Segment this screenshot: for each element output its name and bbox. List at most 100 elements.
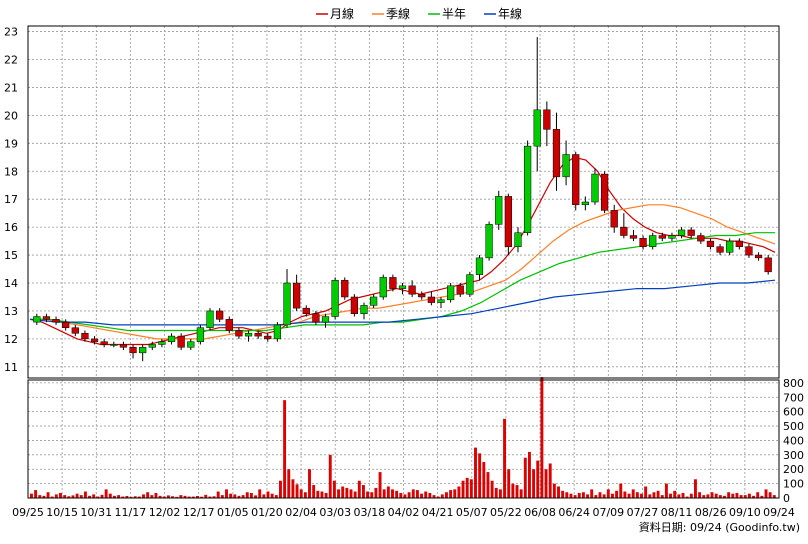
volume-bar bbox=[92, 494, 96, 498]
candle-body bbox=[764, 257, 772, 273]
volume-bar bbox=[349, 489, 353, 498]
date-tick-label: 07/09 bbox=[592, 506, 624, 519]
volume-bar bbox=[511, 483, 515, 498]
volume-bar bbox=[590, 489, 594, 498]
price-tick-label: 15 bbox=[4, 249, 18, 262]
volume-bar bbox=[445, 492, 448, 498]
date-tick-label: 10/15 bbox=[46, 506, 78, 519]
volume-bar bbox=[606, 489, 610, 498]
volume-bar bbox=[378, 472, 382, 498]
volume-tick-label: 400 bbox=[783, 434, 804, 447]
volume-bar bbox=[652, 492, 656, 498]
volume-bar bbox=[312, 485, 316, 498]
volume-bar bbox=[200, 496, 204, 498]
candle-body bbox=[216, 310, 224, 320]
candle-body bbox=[610, 210, 618, 228]
volume-bar bbox=[117, 495, 121, 498]
candle-body bbox=[177, 335, 185, 348]
candle-body bbox=[572, 154, 580, 206]
candle-body bbox=[81, 333, 89, 340]
candle-body bbox=[341, 279, 349, 298]
volume-bar bbox=[287, 469, 291, 498]
candlesticks bbox=[33, 37, 772, 362]
candle-body bbox=[629, 235, 638, 239]
volume-bar bbox=[366, 491, 370, 498]
volume-bar bbox=[436, 496, 440, 498]
candle-body bbox=[591, 173, 599, 203]
candle-body bbox=[408, 285, 416, 295]
candle-body bbox=[398, 285, 407, 289]
candle-body bbox=[110, 344, 118, 346]
volume-bar bbox=[640, 493, 643, 498]
volume-bar bbox=[133, 496, 137, 498]
volume-bar bbox=[270, 493, 274, 498]
date-tick-label: 09/24 bbox=[763, 506, 795, 519]
volume-bar bbox=[573, 495, 577, 498]
candle-body bbox=[485, 224, 493, 259]
volume-bar bbox=[196, 495, 199, 498]
volume-bar bbox=[772, 495, 776, 498]
volume-bars bbox=[30, 377, 776, 498]
volume-bar bbox=[308, 469, 311, 498]
candle-body bbox=[514, 232, 522, 247]
volume-bar bbox=[154, 492, 158, 498]
date-tick-label: 03/18 bbox=[354, 506, 386, 519]
date-tick-label: 05/07 bbox=[456, 506, 488, 519]
volume-bar bbox=[137, 496, 141, 498]
volume-bar bbox=[664, 483, 668, 498]
volume-bar bbox=[685, 496, 689, 498]
candle-body bbox=[42, 316, 51, 320]
volume-bar bbox=[648, 494, 652, 498]
volume-bar bbox=[615, 490, 619, 498]
volume-bar bbox=[50, 496, 54, 498]
volume-bar bbox=[332, 480, 336, 498]
date-tick-label: 01/20 bbox=[251, 506, 283, 519]
candle-body bbox=[293, 282, 301, 309]
volume-bar bbox=[482, 462, 486, 498]
volume-bar bbox=[337, 489, 341, 498]
candle-body bbox=[504, 196, 512, 247]
volume-bar bbox=[353, 491, 357, 498]
date-tick-label: 10/31 bbox=[80, 506, 112, 519]
volume-bar bbox=[279, 480, 282, 498]
price-tick-label: 21 bbox=[4, 81, 18, 94]
candle-body bbox=[119, 344, 128, 348]
candle-body bbox=[225, 319, 233, 331]
volume-bar bbox=[59, 492, 62, 498]
volume-bar bbox=[714, 493, 718, 498]
volume-bar bbox=[345, 487, 349, 498]
date-tick-label: 08/11 bbox=[661, 506, 693, 519]
volume-bar bbox=[727, 492, 731, 498]
candle-body bbox=[264, 335, 272, 340]
volume-bar bbox=[544, 469, 548, 498]
candle-body bbox=[456, 285, 464, 295]
candle-body bbox=[639, 238, 647, 247]
candle-body bbox=[273, 324, 282, 340]
volume-bar bbox=[258, 489, 262, 498]
candle-body bbox=[62, 321, 70, 328]
volume-bar bbox=[581, 492, 585, 498]
price-tick-label: 11 bbox=[4, 361, 18, 374]
volume-bar bbox=[619, 483, 623, 498]
volume-bar bbox=[644, 486, 648, 498]
volume-bar bbox=[30, 493, 33, 498]
volume-bar bbox=[631, 489, 635, 498]
volume-bar bbox=[274, 495, 278, 498]
volume-bar bbox=[656, 490, 660, 498]
volume-bar bbox=[283, 400, 287, 498]
date-tick-label: 01/05 bbox=[217, 506, 249, 519]
date-tick-label: 06/24 bbox=[558, 506, 590, 519]
volume-bar bbox=[669, 493, 673, 498]
volume-bar bbox=[768, 492, 772, 498]
volume-bar bbox=[382, 489, 386, 498]
ma-line-1 bbox=[30, 204, 776, 340]
volume-bar bbox=[503, 418, 507, 498]
volume-bar bbox=[208, 496, 212, 498]
volume-bar bbox=[266, 491, 270, 498]
volume-bar bbox=[407, 492, 411, 498]
volume-bar bbox=[316, 490, 320, 498]
volume-bar bbox=[507, 469, 511, 498]
volume-bar bbox=[121, 496, 125, 498]
candle-body bbox=[437, 299, 445, 303]
date-tick-label: 07/27 bbox=[627, 506, 659, 519]
